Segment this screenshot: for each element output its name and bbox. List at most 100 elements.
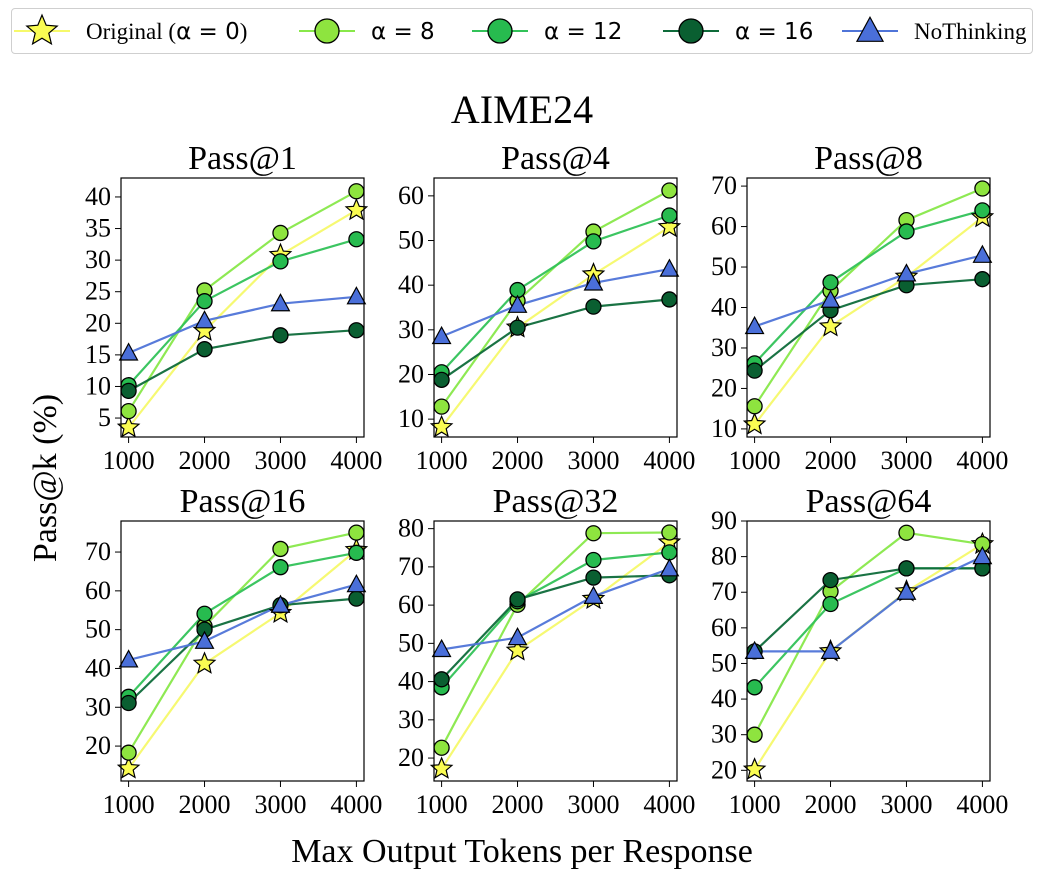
data-point-nothink (194, 630, 215, 649)
legend-label-text: ) (240, 19, 248, 44)
data-point-a8 (348, 183, 365, 200)
data-point-nothink (431, 325, 452, 345)
data-point-a12 (272, 253, 289, 270)
data-point-nothink (507, 294, 528, 313)
series-line-a16 (440, 574, 670, 681)
data-point-a8 (120, 744, 137, 761)
x-tick-label: 2000 (179, 790, 231, 819)
data-point-nothink (896, 581, 917, 600)
data-point-a16 (509, 319, 526, 336)
subplot-pass-at-8: Pass@8 10 20 30 40 50 60 70 1000 2000 3000 4000 (711, 140, 1008, 475)
data-point-a12 (661, 207, 678, 224)
x-tick-label: 3000 (880, 790, 932, 819)
legend-label-text: Original ( (86, 19, 176, 44)
series-line-a12 (753, 209, 983, 365)
y-tick-label: 20 (711, 373, 737, 402)
data-point-a16 (585, 298, 602, 315)
data-point-nothink (659, 558, 680, 577)
series-line-nothink (441, 567, 670, 651)
legend-item-a8: α = 8 (299, 18, 435, 45)
legend-item-a12: α = 12 (472, 18, 622, 45)
y-tick-label: 20 (398, 743, 424, 772)
data-point-a8 (746, 726, 763, 743)
series-line-a12 (440, 214, 670, 374)
legend-item-a16: α = 16 (663, 18, 813, 45)
x-tick-label: 2000 (805, 790, 857, 819)
x-tick-label: 1000 (416, 790, 468, 819)
x-tick-label: 1000 (103, 446, 155, 475)
legend-label: α = 8 (371, 19, 435, 45)
legend-label: α = 16 (735, 19, 813, 45)
x-tick-label: 2000 (492, 790, 544, 819)
y-tick-label: 40 (711, 684, 737, 713)
series-line-a8 (753, 531, 983, 736)
data-point-a8 (746, 398, 763, 415)
legend-item-nothink: NoThinking (842, 15, 1027, 44)
series-line-a16 (440, 298, 670, 381)
legend-label: α = 12 (544, 19, 622, 45)
subplot-title: Pass@1 (188, 140, 297, 177)
y-tick-label: 60 (398, 181, 424, 210)
y-tick-label: 20 (398, 359, 424, 388)
data-point-nothink (896, 263, 917, 282)
data-point-nothink (270, 293, 291, 312)
x-tick-label: 3000 (567, 446, 619, 475)
data-point-a8 (272, 540, 289, 558)
y-tick-label: 40 (398, 667, 424, 696)
x-tick-label: 2000 (492, 446, 544, 475)
axes-frame (120, 520, 365, 782)
y-tick-label: 80 (711, 542, 737, 571)
y-tick-label: 20 (711, 755, 737, 784)
axes-frame (433, 520, 678, 782)
y-tick-label: 70 (85, 537, 111, 566)
series-line-orig (440, 541, 671, 770)
axes-frame (433, 177, 678, 438)
data-point-a8 (120, 402, 137, 420)
subplot-title: Pass@8 (814, 140, 923, 177)
data-point-a8 (433, 739, 450, 756)
axes-frame (120, 177, 365, 438)
data-point-a12 (585, 551, 602, 569)
subplot-title: Pass@64 (806, 483, 932, 520)
data-point-nothink (118, 342, 139, 361)
y-tick-label: 50 (711, 648, 737, 677)
x-axis-label: Max Output Tokens per Response (291, 833, 753, 870)
subplot-title: Pass@32 (493, 483, 619, 520)
series-line-nothink (754, 254, 983, 328)
x-tick-label: 4000 (643, 790, 695, 819)
subplot-pass-at-32: Pass@32 20 30 40 50 60 70 80 1000 2000 3000 4000 (398, 483, 695, 819)
y-tick-label: 40 (85, 182, 111, 211)
x-tick-label: 4000 (330, 446, 382, 475)
data-point-a12 (822, 274, 839, 291)
y-tick-label: 50 (398, 226, 424, 255)
y-tick-label: 60 (711, 613, 737, 642)
y-tick-label: 30 (398, 705, 424, 734)
y-tick-label: 60 (711, 212, 737, 241)
series-line-a8 (753, 187, 983, 407)
legend-marker-star (25, 13, 59, 46)
x-tick-label: 2000 (179, 446, 231, 475)
series-line-nothink (441, 268, 670, 338)
data-point-a16 (196, 341, 213, 358)
x-tick-label: 4000 (956, 790, 1008, 819)
data-point-a16 (974, 271, 991, 288)
data-point-a16 (509, 591, 526, 608)
y-tick-label: 10 (711, 414, 737, 443)
y-axis-label: Pass@k (%) (27, 394, 64, 562)
y-tick-label: 50 (711, 252, 737, 281)
legend-item-orig: Original (α = 0) (14, 13, 248, 46)
y-tick-label: 70 (711, 577, 737, 606)
data-point-orig (192, 651, 217, 674)
y-tick-label: 60 (398, 590, 424, 619)
series-line-a16 (128, 329, 357, 392)
data-point-nothink (583, 585, 604, 604)
data-point-a16 (348, 322, 365, 339)
legend-label: NoThinking (914, 19, 1027, 44)
x-tick-label: 3000 (880, 446, 932, 475)
legend-label-math: α = 8 (371, 19, 435, 45)
legend-label-math: α = 12 (544, 19, 622, 45)
data-point-a8 (433, 398, 450, 415)
data-point-orig (505, 638, 530, 661)
y-tick-label: 40 (398, 270, 424, 299)
